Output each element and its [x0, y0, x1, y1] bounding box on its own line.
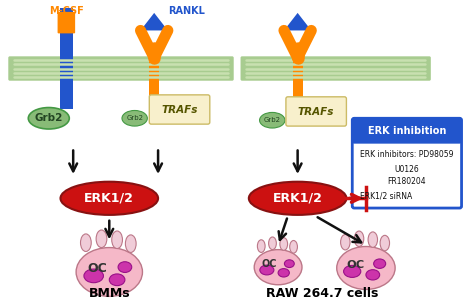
Text: TRAFs: TRAFs — [161, 106, 198, 116]
FancyBboxPatch shape — [57, 12, 75, 33]
Text: ERK inhibitors: PD98059: ERK inhibitors: PD98059 — [360, 150, 454, 159]
Ellipse shape — [76, 248, 143, 296]
FancyBboxPatch shape — [149, 58, 159, 109]
FancyBboxPatch shape — [293, 58, 302, 109]
Ellipse shape — [61, 182, 158, 215]
Ellipse shape — [122, 110, 147, 126]
Text: TRAFs: TRAFs — [298, 107, 334, 117]
Text: Grb2: Grb2 — [126, 115, 143, 121]
FancyBboxPatch shape — [286, 97, 346, 126]
Ellipse shape — [81, 234, 91, 252]
FancyBboxPatch shape — [60, 8, 73, 109]
FancyBboxPatch shape — [8, 56, 234, 81]
Ellipse shape — [341, 235, 350, 250]
Text: ERK inhibition: ERK inhibition — [368, 126, 446, 136]
Text: OC: OC — [346, 260, 365, 270]
Ellipse shape — [380, 235, 390, 251]
Text: OC: OC — [262, 259, 277, 269]
Polygon shape — [140, 13, 168, 30]
Ellipse shape — [368, 232, 377, 247]
Text: RAW 264.7 cells: RAW 264.7 cells — [266, 287, 378, 300]
Ellipse shape — [355, 231, 364, 246]
Ellipse shape — [257, 240, 265, 253]
Text: M-CSF: M-CSF — [49, 6, 84, 16]
Text: RANKL: RANKL — [168, 6, 205, 16]
Ellipse shape — [126, 235, 136, 253]
Polygon shape — [284, 13, 311, 30]
Ellipse shape — [344, 265, 361, 278]
FancyBboxPatch shape — [352, 118, 462, 144]
Text: BMMs: BMMs — [89, 287, 130, 300]
FancyBboxPatch shape — [240, 56, 431, 81]
Ellipse shape — [84, 269, 103, 283]
Ellipse shape — [260, 265, 274, 275]
Ellipse shape — [278, 269, 289, 277]
Text: Grb2: Grb2 — [35, 113, 63, 123]
Ellipse shape — [96, 230, 107, 248]
Ellipse shape — [109, 274, 125, 285]
Ellipse shape — [269, 237, 276, 249]
Text: U0126: U0126 — [394, 164, 419, 174]
Text: OC: OC — [88, 262, 108, 274]
Ellipse shape — [28, 108, 69, 129]
Ellipse shape — [112, 231, 122, 249]
Text: ERK1/2: ERK1/2 — [84, 192, 134, 205]
Text: FR180204: FR180204 — [388, 177, 426, 186]
Ellipse shape — [254, 249, 302, 285]
Ellipse shape — [249, 182, 346, 215]
Text: ERK1/2 siRNA: ERK1/2 siRNA — [360, 192, 412, 201]
Text: Grb2: Grb2 — [264, 117, 281, 123]
Ellipse shape — [280, 238, 288, 250]
Text: ERK1/2: ERK1/2 — [273, 192, 323, 205]
Ellipse shape — [118, 262, 132, 272]
Ellipse shape — [337, 246, 395, 289]
Ellipse shape — [374, 259, 386, 268]
Ellipse shape — [284, 260, 294, 267]
Ellipse shape — [290, 240, 297, 253]
FancyBboxPatch shape — [352, 118, 462, 208]
FancyBboxPatch shape — [149, 95, 210, 124]
Ellipse shape — [366, 270, 380, 280]
Ellipse shape — [260, 113, 285, 128]
